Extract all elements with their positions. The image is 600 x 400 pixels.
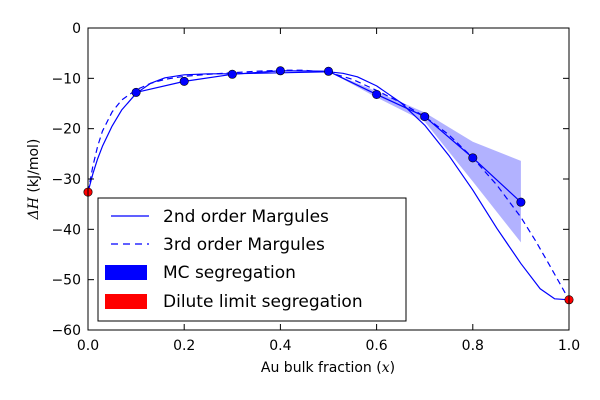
mc-point-1 <box>179 76 189 86</box>
mc-point-0 <box>131 87 141 97</box>
legend-swatch-mc <box>105 265 147 280</box>
x-tick-label-3: 0.6 <box>365 338 387 354</box>
x-tick-label-5: 1.0 <box>558 338 580 354</box>
mc-point-4 <box>323 66 333 76</box>
x-tick-label-0: 0.0 <box>77 338 99 354</box>
mc-point-6 <box>420 112 430 122</box>
y-tick-label-3: −30 <box>51 172 81 188</box>
y-tick-label-4: −40 <box>51 222 81 238</box>
legend-swatch-dilute <box>105 294 147 309</box>
x-tick-label-4: 0.8 <box>462 338 484 354</box>
legend-label-mc: MC segregation <box>163 263 296 283</box>
mc-point-3 <box>275 66 285 76</box>
markers-layer <box>83 66 574 305</box>
mc-point-2 <box>227 69 237 79</box>
y-tick-label-2: −20 <box>51 122 81 138</box>
x-axis-label: Au bulk fraction (x) <box>261 360 395 376</box>
legend-label-3rd-order: 3rd order Margules <box>163 235 325 255</box>
legend-label-dilute: Dilute limit segregation <box>163 292 363 312</box>
x-tick-label-2: 0.4 <box>269 338 291 354</box>
series-line-0 <box>87 71 570 301</box>
legend: 2nd order Margules 3rd order Margules MC… <box>97 197 407 322</box>
y-tick-label-1: −10 <box>51 71 81 87</box>
mc-point-7 <box>468 153 478 163</box>
axis-ticks-layer: 0.0 0.2 0.4 0.6 0.8 1.0 0 −10 −20 −30 −40 −50 −60 <box>51 21 580 354</box>
y-axis-label: ΔH (kJ/mol) <box>26 139 42 221</box>
mc-point-8 <box>516 197 526 207</box>
y-tick-label-5: −50 <box>51 273 81 289</box>
legend-box <box>97 197 407 322</box>
y-tick-label-6: −60 <box>51 323 81 339</box>
x-tick-label-1: 0.2 <box>173 338 195 354</box>
mc-point-5 <box>372 89 382 99</box>
y-tick-label-0: 0 <box>72 21 81 37</box>
legend-label-2nd-order: 2nd order Margules <box>163 207 329 227</box>
